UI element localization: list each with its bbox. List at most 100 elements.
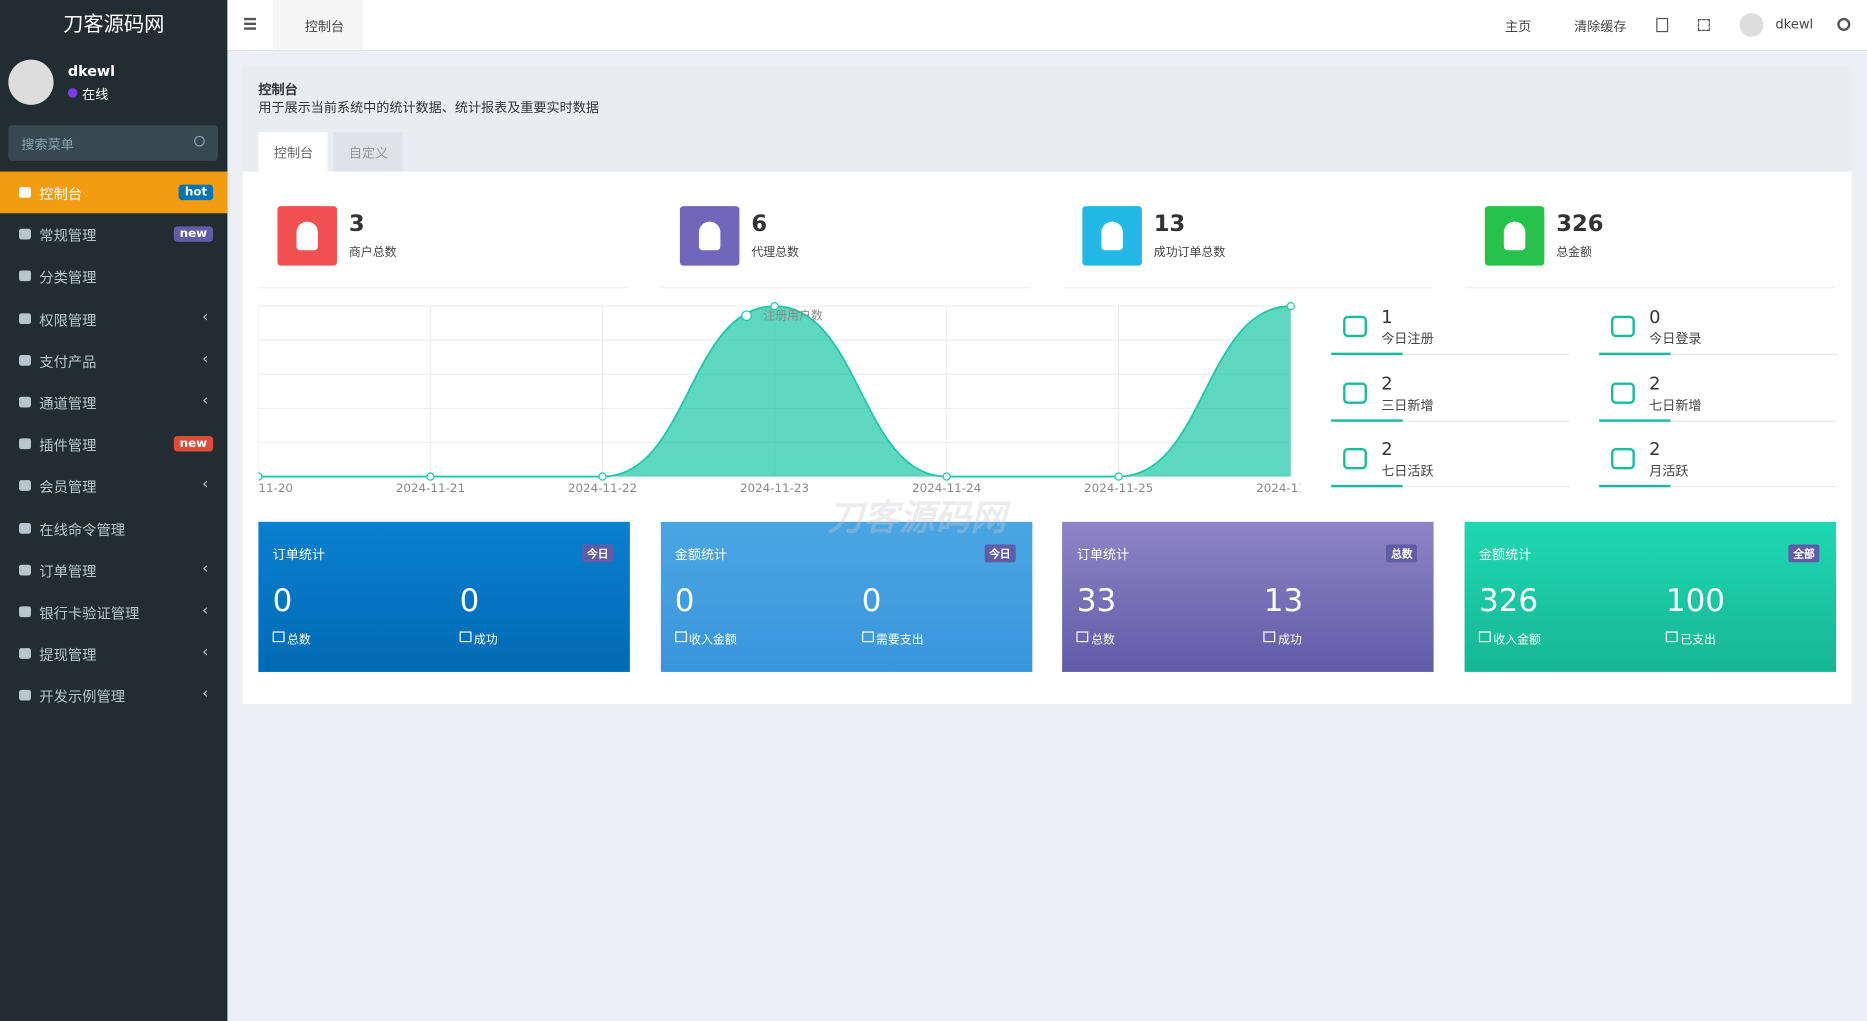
top-tab[interactable]: 控制台: [272, 0, 362, 51]
settings-icon[interactable]: [1837, 17, 1851, 31]
page-title: 控制台: [258, 82, 298, 98]
top-user[interactable]: dkewl: [1775, 16, 1814, 33]
home-link[interactable]: 主页: [1505, 19, 1532, 35]
stat-icon: [679, 206, 740, 266]
card-value: 0: [272, 583, 293, 620]
card-label: 总数: [286, 633, 311, 647]
avatar: [8, 59, 54, 105]
mini-label: 今日登录: [1649, 331, 1702, 347]
mini-label: 月活跃: [1649, 463, 1689, 479]
mini-stat: 2 七日活跃: [1331, 438, 1570, 488]
fullscreen-icon[interactable]: [1697, 19, 1710, 31]
menu-item[interactable]: 常规管理 new: [0, 213, 227, 255]
stat-card: 订单统计 今日 0 总数 0 成功: [258, 521, 630, 672]
menu-item[interactable]: 提现管理 ‹: [0, 633, 227, 675]
point: [770, 302, 779, 311]
sidebar: 刀客源码网 dkewl 在线 搜索菜单 控制台 hot 常规管理 new 分类管理权限管…: [0, 0, 228, 1021]
search-icon: [194, 135, 205, 147]
mini-icon: [1611, 315, 1635, 338]
tab-active[interactable]: 控制台: [258, 132, 328, 172]
menu-item[interactable]: 控制台 hot: [0, 171, 228, 214]
card-icon: [272, 631, 285, 643]
card-badge: 今日: [984, 544, 1016, 563]
stat-card: 订单统计 总数 33 总数 13 成功: [1062, 521, 1435, 672]
menu-icon: [19, 270, 31, 282]
stat-label: 总金额: [1556, 246, 1592, 260]
card-value: 326: [1478, 583, 1539, 620]
point: [426, 472, 435, 481]
lang-icon[interactable]: [1656, 17, 1669, 33]
watermark: 刀客源码网: [827, 498, 1007, 540]
menu-label: 插件管理: [39, 437, 97, 455]
menu-icon: [19, 564, 31, 576]
stat-box: 13 成功订单总数: [1063, 206, 1433, 289]
panel-heading: 控制台 用于展示当前系统中的统计数据、统计报表及重要实时数据 控制台 自定义: [242, 65, 1852, 172]
user-name: dkewl: [67, 63, 116, 80]
stat-card: 金额统计 今日 0 收入金额 0 需要支出: [660, 521, 1032, 672]
menu-item[interactable]: 开发示例管理 ‹: [0, 675, 227, 717]
brand[interactable]: 刀客源码网: [63, 13, 165, 37]
menu-icon: [19, 396, 31, 408]
menu-toggle[interactable]: [244, 17, 257, 21]
menu-item[interactable]: 订单管理 ‹: [0, 549, 227, 591]
menu-label: 分类管理: [39, 269, 97, 287]
clear-cache-link[interactable]: 清除缓存: [1574, 19, 1627, 35]
card-icon: [674, 631, 687, 643]
menu-item[interactable]: 插件管理 new: [0, 423, 227, 465]
mini-icon: [1343, 447, 1367, 470]
tab-label: 控制台: [273, 145, 314, 161]
legend-marker: [741, 310, 752, 322]
menu-icon: [19, 606, 31, 618]
stat-label: 商户总数: [348, 246, 397, 260]
menu-icon: [19, 312, 31, 324]
submenu-arrow: ‹: [202, 391, 209, 410]
point: [942, 472, 951, 481]
point: [258, 472, 263, 481]
menu-icon: [19, 480, 31, 492]
x-tick-label: 2024-11-24: [912, 481, 981, 495]
mini-stat: 2 三日新增: [1331, 372, 1570, 422]
stat-box: 3 商户总数: [258, 206, 628, 289]
status-dot: [67, 88, 78, 98]
menu-item[interactable]: 银行卡验证管理 ‹: [0, 591, 227, 633]
mini-value: 2: [1649, 372, 1661, 394]
search-box[interactable]: 搜索菜单: [8, 125, 218, 161]
card-title: 金额统计: [1478, 546, 1532, 563]
menu-item[interactable]: 权限管理 ‹: [0, 297, 227, 339]
mini-stat: 0 今日登录: [1599, 306, 1838, 356]
submenu-arrow: ‹: [202, 643, 209, 662]
submenu-arrow: ‹: [202, 475, 209, 494]
stat-icon: [1082, 206, 1142, 266]
line: [258, 305, 1291, 478]
stat-label: 成功订单总数: [1153, 246, 1226, 260]
menu-item[interactable]: 通道管理 ‹: [0, 381, 227, 423]
menu-label: 提现管理: [39, 647, 97, 664]
card-title: 订单统计: [1076, 546, 1130, 563]
tab[interactable]: 自定义: [333, 132, 403, 172]
menu-item[interactable]: 支付产品 ‹: [0, 339, 227, 381]
menu-label: 在线命令管理: [39, 521, 126, 539]
card-value: 0: [459, 583, 480, 620]
card-value: 100: [1665, 583, 1726, 620]
stat-value: 3: [348, 210, 365, 238]
menu-label: 银行卡验证管理: [39, 605, 140, 622]
menu-icon: [19, 354, 31, 366]
card-icon: [1478, 631, 1491, 643]
menu-icon: [19, 648, 31, 660]
menu-icon: [19, 522, 31, 534]
menu-item[interactable]: 在线命令管理: [0, 507, 227, 549]
menu-label: 开发示例管理: [39, 689, 126, 706]
stat-box: 6 代理总数: [660, 206, 1030, 289]
page-description: 用于展示当前系统中的统计数据、统计报表及重要实时数据: [258, 100, 599, 116]
menu-item[interactable]: 会员管理 ‹: [0, 465, 227, 507]
submenu-arrow: ‹: [202, 308, 209, 326]
menu-item[interactable]: 分类管理: [0, 255, 227, 297]
x-tick-label: 2024-11-25: [1084, 481, 1153, 495]
mini-value: 0: [1649, 306, 1661, 328]
menu-label: 支付产品: [39, 353, 97, 371]
user-status: 在线: [82, 86, 109, 103]
chart: 2024-11-20 2024-11-21 2024-11-22 2024-11-23…: [258, 302, 1300, 495]
menu-icon: [19, 228, 31, 240]
